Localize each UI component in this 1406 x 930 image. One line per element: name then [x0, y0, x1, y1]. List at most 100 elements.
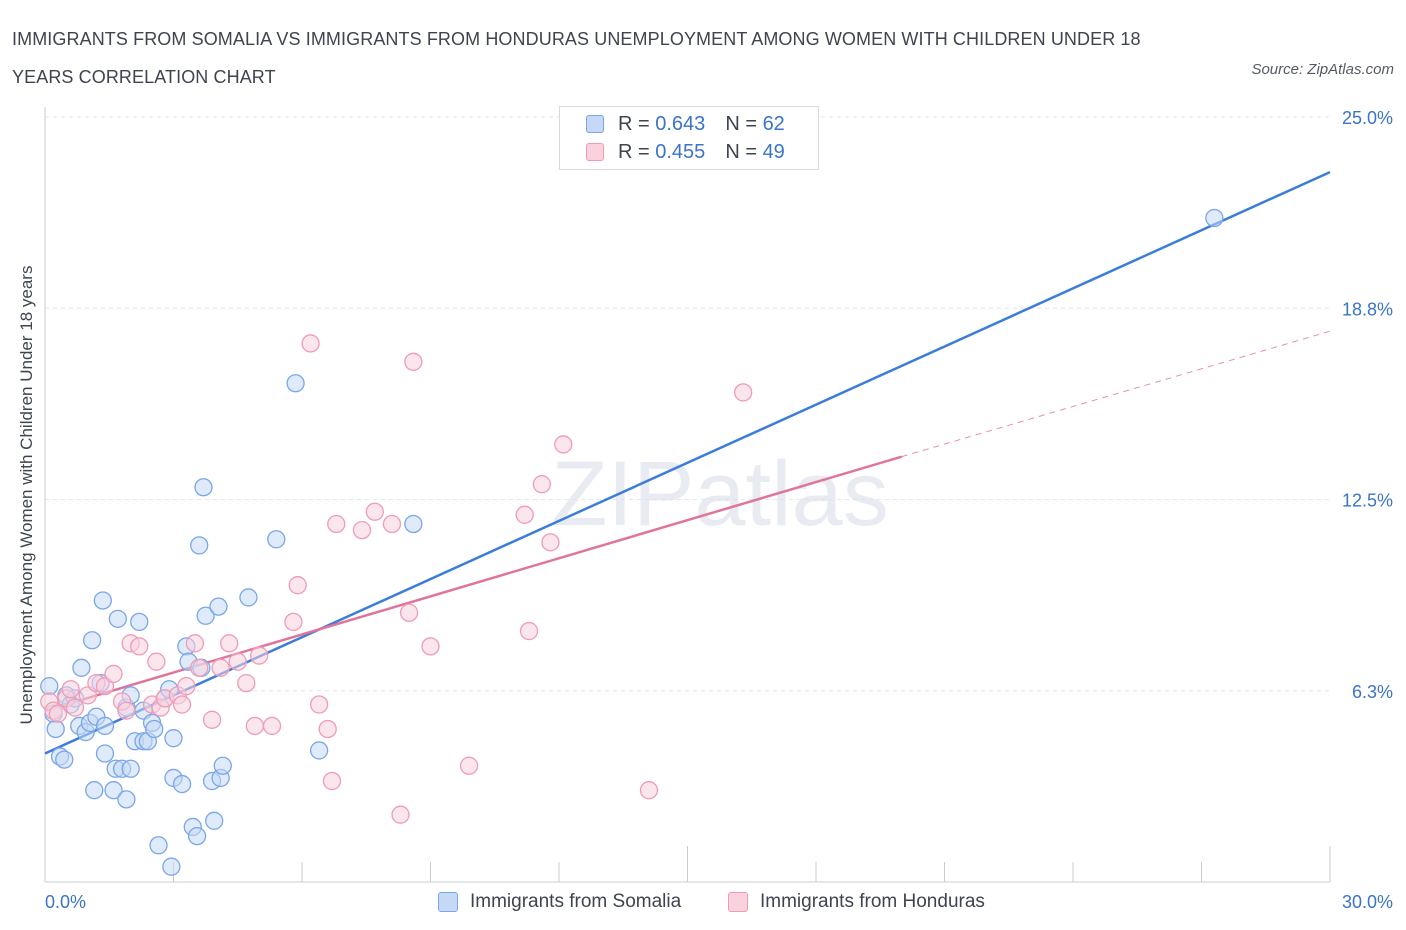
honduras-point: [288, 576, 307, 595]
somalia-swatch: [438, 892, 458, 912]
somalia-point: [205, 811, 224, 830]
honduras-point: [228, 652, 247, 671]
somalia-point: [164, 729, 183, 748]
somalia-point: [1205, 208, 1224, 228]
somalia-point: [55, 750, 74, 769]
r-label: R =: [618, 140, 650, 163]
stats-legend: R = 0.643 N = 62 R = 0.455 N = 49: [559, 106, 819, 170]
r-value: 0.455: [655, 140, 706, 163]
somalia-point: [187, 826, 207, 846]
somalia-point: [194, 478, 213, 497]
honduras-trend-line: [44, 455, 903, 712]
somalia-point: [190, 536, 209, 555]
honduras-point: [399, 603, 419, 622]
y-axis-label: Unemployment Among Women with Children U…: [17, 266, 36, 725]
x-tick-label: 0.0%: [45, 892, 86, 912]
honduras-point: [220, 634, 239, 653]
somalia-point: [121, 759, 140, 778]
honduras-point: [250, 646, 269, 665]
somalia-point: [104, 781, 123, 800]
honduras-point: [352, 520, 372, 540]
somalia-point: [196, 606, 215, 625]
source-label: Source: ZipAtlas.com: [1251, 61, 1394, 78]
somalia-point: [239, 588, 258, 607]
y-tick-label: 6.3%: [1352, 682, 1393, 702]
y-tick-label: 25.0%: [1342, 108, 1393, 128]
honduras-point: [61, 680, 80, 699]
somalia-point: [85, 781, 104, 800]
honduras-point: [327, 514, 346, 534]
grid-lines: [45, 116, 1330, 692]
legend-item-honduras[interactable]: Immigrants from Honduras: [728, 888, 985, 916]
honduras-point: [211, 658, 230, 677]
somalia-point: [149, 836, 168, 855]
somalia-point: [404, 514, 423, 534]
honduras-point: [421, 637, 440, 656]
honduras-point: [532, 475, 552, 494]
somalia-point: [267, 530, 286, 549]
r-label: R =: [618, 112, 650, 135]
honduras-point: [309, 695, 329, 714]
honduras-point: [318, 719, 337, 739]
chart-title: IMMIGRANTS FROM SOMALIA VS IMMIGRANTS FR…: [12, 29, 1141, 87]
honduras-point: [172, 695, 192, 714]
honduras-point: [262, 716, 282, 736]
axes: [44, 107, 1331, 883]
legend-row-honduras: R = 0.455 N = 49: [586, 139, 785, 165]
x-tick-label: 30.0%: [1342, 892, 1393, 912]
somalia-point: [162, 857, 181, 876]
honduras-point: [202, 710, 222, 729]
honduras-point: [190, 658, 209, 677]
honduras-point: [639, 781, 659, 800]
n-value: 49: [762, 140, 785, 163]
somalia-point: [108, 609, 127, 628]
somalia-point: [213, 756, 232, 775]
honduras-point: [117, 701, 136, 720]
honduras-point: [284, 612, 303, 632]
honduras-trend-extension: [901, 330, 1331, 458]
somalia-swatch: [586, 115, 604, 133]
honduras-point: [365, 502, 384, 521]
somalia-point: [95, 716, 115, 736]
honduras-point: [147, 652, 166, 671]
honduras-point: [130, 637, 149, 656]
honduras-point: [104, 664, 123, 684]
y-tick-label: 12.5%: [1342, 491, 1393, 511]
somalia-point: [309, 741, 329, 760]
honduras-point: [541, 533, 560, 552]
honduras-point: [185, 634, 205, 653]
honduras-point: [382, 514, 402, 534]
legend-item-somalia[interactable]: Immigrants from Somalia: [438, 888, 681, 916]
honduras-point: [459, 756, 479, 775]
honduras-swatch: [586, 143, 604, 161]
honduras-point: [554, 435, 573, 454]
y-tick-labels: 6.3% 12.5% 18.8% 25.0%: [1342, 108, 1393, 702]
honduras-point: [734, 383, 753, 402]
somalia-point: [95, 744, 115, 763]
legend-label: Immigrants from Honduras: [760, 891, 985, 912]
honduras-point: [515, 505, 534, 524]
honduras-point: [391, 805, 410, 824]
honduras-point: [65, 698, 85, 717]
honduras-point: [48, 704, 67, 723]
data-points: [40, 208, 1224, 876]
honduras-point: [519, 621, 539, 641]
honduras-point: [177, 677, 196, 696]
honduras-point: [245, 716, 265, 736]
somalia-point: [93, 591, 112, 610]
honduras-point: [404, 352, 423, 371]
somalia-point: [117, 790, 136, 809]
r-value: 0.643: [655, 112, 706, 135]
somalia-point: [209, 597, 228, 616]
somalia-point: [46, 719, 65, 739]
x-tick-labels: 0.0% 30.0%: [45, 892, 1393, 912]
watermark: ZIPatlas: [551, 443, 888, 545]
somalia-point: [40, 677, 59, 696]
somalia-point: [145, 719, 164, 739]
somalia-point: [72, 658, 91, 677]
legend-row-somalia: R = 0.643 N = 62: [586, 111, 785, 137]
somalia-point: [82, 631, 102, 650]
honduras-swatch: [728, 892, 748, 912]
n-label: N =: [725, 140, 757, 163]
